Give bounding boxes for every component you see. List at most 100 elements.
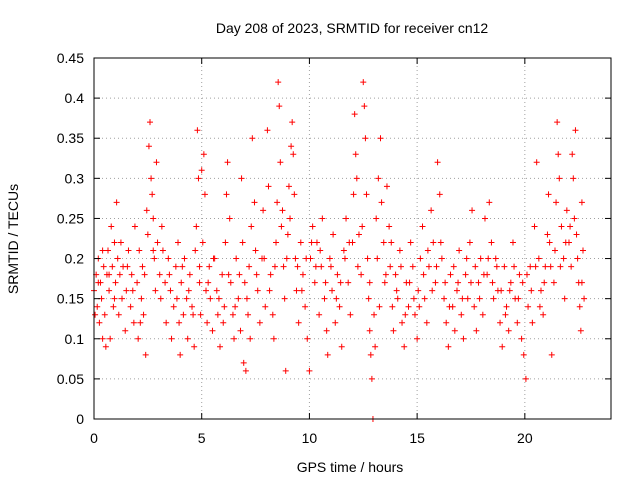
data-point — [151, 255, 158, 262]
data-point — [525, 303, 532, 310]
data-point — [293, 287, 300, 294]
data-point — [428, 207, 435, 214]
data-point — [367, 351, 374, 358]
data-point — [297, 239, 304, 246]
data-point — [381, 279, 388, 286]
y-tick-label: 0 — [76, 411, 84, 427]
data-point — [195, 175, 202, 182]
data-point — [279, 207, 286, 214]
data-point — [162, 279, 169, 286]
data-point — [506, 287, 513, 294]
y-tick-label: 0.25 — [57, 210, 84, 226]
data-point — [479, 311, 486, 318]
data-point — [519, 279, 526, 286]
data-point — [469, 207, 476, 214]
data-point — [480, 271, 487, 278]
data-point — [421, 295, 428, 302]
data-point — [215, 295, 222, 302]
data-point — [433, 263, 440, 270]
data-point — [527, 263, 534, 270]
data-point — [477, 255, 484, 262]
data-point — [252, 247, 259, 254]
data-point — [139, 263, 146, 270]
plot-frame — [93, 57, 612, 420]
data-point — [382, 271, 389, 278]
data-point — [569, 151, 576, 158]
data-point — [308, 239, 315, 246]
data-point — [541, 279, 548, 286]
data-point — [411, 311, 418, 318]
data-point — [312, 263, 319, 270]
data-point — [578, 199, 585, 206]
data-point — [330, 231, 337, 238]
data-point — [178, 279, 185, 286]
data-point — [485, 255, 492, 262]
data-point — [265, 183, 272, 190]
data-point — [514, 319, 521, 326]
data-point — [274, 199, 281, 206]
data-point — [429, 287, 436, 294]
data-point — [475, 279, 482, 286]
data-point — [210, 255, 217, 262]
data-point — [137, 319, 144, 326]
data-point — [397, 263, 404, 270]
data-point — [337, 279, 344, 286]
data-point — [364, 255, 371, 262]
data-point — [481, 215, 488, 222]
data-point — [232, 303, 239, 310]
data-point — [343, 215, 350, 222]
data-point — [270, 335, 277, 342]
data-point — [542, 263, 549, 270]
data-point — [95, 279, 102, 286]
data-point — [462, 271, 469, 278]
data-point — [430, 239, 437, 246]
data-point — [497, 319, 504, 326]
data-point — [271, 263, 278, 270]
data-point — [165, 255, 172, 262]
y-tick-label: 0.4 — [65, 90, 85, 106]
data-point — [99, 247, 106, 254]
data-point — [203, 287, 210, 294]
data-point — [221, 303, 228, 310]
data-point — [158, 223, 165, 230]
data-point — [239, 239, 246, 246]
data-point — [243, 295, 250, 302]
data-point — [150, 247, 157, 254]
data-point — [281, 295, 288, 302]
data-point — [113, 199, 120, 206]
data-point — [424, 247, 431, 254]
data-point — [106, 271, 113, 278]
data-point — [553, 199, 560, 206]
data-point — [173, 295, 180, 302]
data-point — [179, 263, 186, 270]
data-point — [336, 303, 343, 310]
x-tick-label: 20 — [517, 430, 533, 446]
data-point — [249, 135, 256, 142]
data-point — [378, 199, 385, 206]
data-point — [405, 303, 412, 310]
data-point — [505, 327, 512, 334]
data-point — [291, 191, 298, 198]
data-point — [434, 159, 441, 166]
data-point — [334, 271, 341, 278]
data-point — [518, 335, 525, 342]
data-point — [570, 175, 577, 182]
data-point — [361, 103, 368, 110]
data-point — [376, 303, 383, 310]
data-point — [341, 255, 348, 262]
data-point — [253, 271, 260, 278]
data-point — [392, 271, 399, 278]
data-point — [226, 215, 233, 222]
data-point — [131, 223, 138, 230]
data-point — [231, 335, 238, 342]
data-point — [261, 255, 268, 262]
data-point — [324, 351, 331, 358]
data-point — [196, 279, 203, 286]
data-point — [294, 263, 301, 270]
data-point — [581, 295, 588, 302]
data-point — [419, 223, 426, 230]
data-point — [578, 279, 585, 286]
data-point — [366, 327, 373, 334]
data-point — [99, 335, 106, 342]
data-point — [568, 263, 575, 270]
